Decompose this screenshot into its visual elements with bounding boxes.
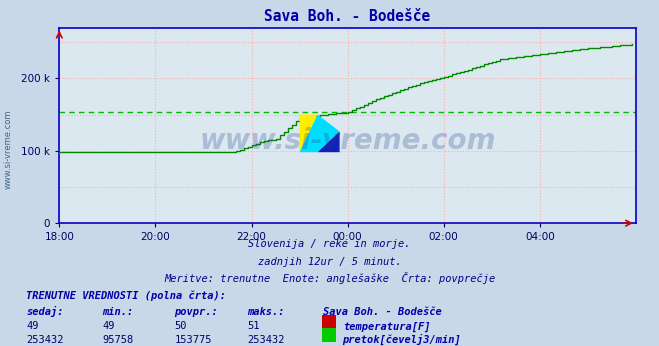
Text: www.si-vreme.com: www.si-vreme.com: [3, 109, 13, 189]
Text: 49: 49: [102, 321, 115, 331]
Text: 95758: 95758: [102, 335, 133, 345]
Polygon shape: [300, 115, 339, 152]
Text: zadnjih 12ur / 5 minut.: zadnjih 12ur / 5 minut.: [258, 257, 401, 267]
Text: TRENUTNE VREDNOSTI (polna črta):: TRENUTNE VREDNOSTI (polna črta):: [26, 291, 226, 301]
Text: maks.:: maks.:: [247, 307, 285, 317]
Text: temperatura[F]: temperatura[F]: [343, 321, 430, 331]
Text: 253432: 253432: [247, 335, 285, 345]
Text: 50: 50: [175, 321, 187, 331]
Title: Sava Boh. - Bodešče: Sava Boh. - Bodešče: [264, 9, 431, 24]
Polygon shape: [318, 131, 339, 152]
Text: 153775: 153775: [175, 335, 212, 345]
Polygon shape: [300, 115, 318, 152]
Text: povpr.:: povpr.:: [175, 307, 218, 317]
Text: Slovenija / reke in morje.: Slovenija / reke in morje.: [248, 239, 411, 249]
Text: www.si-vreme.com: www.si-vreme.com: [200, 127, 496, 155]
Text: Meritve: trenutne  Enote: anglešaške  Črta: povprečje: Meritve: trenutne Enote: anglešaške Črta…: [164, 272, 495, 284]
Text: min.:: min.:: [102, 307, 133, 317]
Text: pretok[čevelj3/min]: pretok[čevelj3/min]: [343, 334, 461, 345]
Text: 49: 49: [26, 321, 39, 331]
Text: 253432: 253432: [26, 335, 64, 345]
Text: Sava Boh. - Bodešče: Sava Boh. - Bodešče: [323, 307, 442, 317]
Text: sedaj:: sedaj:: [26, 306, 64, 317]
Text: 51: 51: [247, 321, 260, 331]
